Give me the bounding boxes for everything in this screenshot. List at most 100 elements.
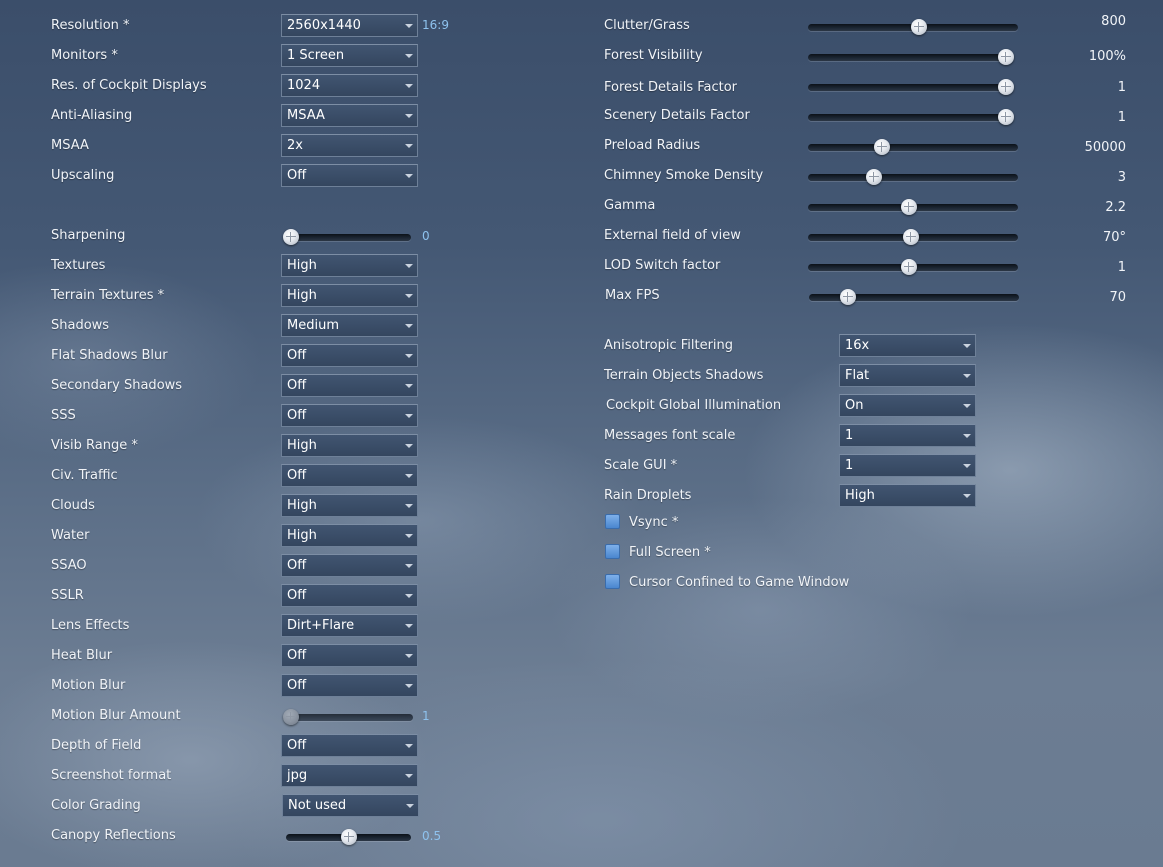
lens-effects-value: Dirt+Flare [287, 618, 355, 633]
slider-knob-icon[interactable] [998, 49, 1014, 65]
rain-droplets-label: Rain Droplets [604, 488, 692, 503]
monitors-value: 1 Screen [287, 48, 345, 63]
scale-gui-value: 1 [845, 458, 854, 473]
depth-of-field-dropdown[interactable]: Off [281, 734, 418, 757]
msaa-value: 2x [287, 138, 303, 153]
secondary-shadows-dropdown[interactable]: Off [281, 374, 418, 397]
anisotropic-value: 16x [845, 338, 870, 353]
preload-radius-slider[interactable] [808, 137, 1018, 157]
slider-knob-icon[interactable] [283, 709, 299, 725]
slider-knob-icon[interactable] [998, 79, 1014, 95]
chevron-down-icon [406, 804, 414, 808]
motion-blur-amount-value: 1 [422, 709, 430, 723]
slider-knob-icon[interactable] [901, 259, 918, 275]
screenshot-format-value: jpg [287, 768, 308, 783]
slider-knob-icon[interactable] [866, 169, 883, 185]
sslr-dropdown[interactable]: Off [281, 584, 418, 607]
slider-knob-icon[interactable] [840, 289, 857, 305]
sss-dropdown[interactable]: Off [281, 404, 418, 427]
clutter-grass-slider[interactable] [808, 17, 1018, 37]
depth-of-field-value: Off [287, 738, 307, 753]
full-screen-checkbox[interactable] [605, 544, 620, 559]
sharpening-slider[interactable] [283, 227, 411, 247]
civ-traffic-label: Civ. Traffic [51, 468, 118, 483]
external-fov-slider[interactable] [808, 227, 1018, 247]
secondary-shadows-value: Off [287, 378, 307, 393]
chevron-down-icon [405, 24, 413, 28]
clutter-grass-label: Clutter/Grass [604, 18, 690, 33]
shadows-dropdown[interactable]: Medium [281, 314, 418, 337]
chevron-down-icon [405, 144, 413, 148]
cockpit-gi-dropdown[interactable]: On [839, 394, 976, 417]
slider-knob-icon[interactable] [283, 229, 299, 245]
chimney-smoke-slider[interactable] [808, 167, 1018, 187]
gamma-label: Gamma [604, 198, 656, 213]
gamma-slider[interactable] [808, 197, 1018, 217]
screenshot-format-dropdown[interactable]: jpg [281, 764, 418, 787]
lod-switch-slider[interactable] [808, 257, 1018, 277]
resolution-dropdown[interactable]: 2560x1440 [281, 14, 418, 37]
chevron-down-icon [405, 54, 413, 58]
chevron-down-icon [405, 444, 413, 448]
scenery-details-slider[interactable] [808, 107, 1014, 127]
forest-visibility-slider[interactable] [808, 47, 1014, 67]
color-grading-dropdown[interactable]: Not used [282, 794, 419, 817]
sharpening-label: Sharpening [51, 228, 126, 243]
upscaling-value: Off [287, 168, 307, 183]
slider-track [808, 144, 1018, 151]
cockpit-displays-dropdown[interactable]: 1024 [281, 74, 418, 97]
clouds-value: High [287, 498, 317, 513]
slider-knob-icon[interactable] [903, 229, 920, 245]
textures-dropdown[interactable]: High [281, 254, 418, 277]
motion-blur-dropdown[interactable]: Off [281, 674, 418, 697]
sharpening-value: 0 [422, 229, 430, 243]
anisotropic-label: Anisotropic Filtering [604, 338, 734, 353]
forest-details-slider[interactable] [808, 77, 1014, 97]
slider-knob-icon[interactable] [873, 139, 890, 155]
anti-aliasing-dropdown[interactable]: MSAA [281, 104, 418, 127]
canopy-reflections-slider[interactable] [286, 827, 411, 847]
upscaling-dropdown[interactable]: Off [281, 164, 418, 187]
chevron-down-icon [405, 84, 413, 88]
chevron-down-icon [405, 594, 413, 598]
shadows-label: Shadows [51, 318, 110, 333]
messages-font-scale-dropdown[interactable]: 1 [839, 424, 976, 447]
terrain-textures-dropdown[interactable]: High [281, 284, 418, 307]
clutter-grass-value: 800 [1101, 14, 1126, 29]
lens-effects-dropdown[interactable]: Dirt+Flare [281, 614, 418, 637]
chevron-down-icon [405, 654, 413, 658]
slider-knob-icon[interactable] [910, 19, 927, 35]
motion-blur-amount-slider[interactable] [283, 707, 413, 727]
visib-range-label: Visib Range * [51, 438, 138, 453]
chevron-down-icon [963, 404, 971, 408]
heat-blur-dropdown[interactable]: Off [281, 644, 418, 667]
slider-knob-icon[interactable] [340, 829, 357, 845]
max-fps-label: Max FPS [605, 288, 660, 303]
anisotropic-dropdown[interactable]: 16x [839, 334, 976, 357]
chevron-down-icon [405, 744, 413, 748]
slider-track [808, 54, 1014, 61]
monitors-dropdown[interactable]: 1 Screen [281, 44, 418, 67]
water-value: High [287, 528, 317, 543]
slider-track [283, 234, 411, 241]
rain-droplets-dropdown[interactable]: High [839, 484, 976, 507]
visib-range-dropdown[interactable]: High [281, 434, 418, 457]
slider-track [809, 294, 1019, 301]
full-screen-label: Full Screen * [629, 545, 711, 560]
water-dropdown[interactable]: High [281, 524, 418, 547]
civ-traffic-dropdown[interactable]: Off [281, 464, 418, 487]
msaa-label: MSAA [51, 138, 89, 153]
msaa-dropdown[interactable]: 2x [281, 134, 418, 157]
flat-shadows-blur-dropdown[interactable]: Off [281, 344, 418, 367]
chevron-down-icon [405, 624, 413, 628]
max-fps-slider[interactable] [809, 287, 1019, 307]
clouds-dropdown[interactable]: High [281, 494, 418, 517]
flat-shadows-blur-label: Flat Shadows Blur [51, 348, 168, 363]
vsync-checkbox[interactable] [605, 514, 620, 529]
slider-knob-icon[interactable] [998, 109, 1014, 125]
slider-knob-icon[interactable] [901, 199, 918, 215]
cursor-confined-checkbox[interactable] [605, 574, 620, 589]
terrain-objects-shadows-dropdown[interactable]: Flat [839, 364, 976, 387]
ssao-dropdown[interactable]: Off [281, 554, 418, 577]
scale-gui-dropdown[interactable]: 1 [839, 454, 976, 477]
